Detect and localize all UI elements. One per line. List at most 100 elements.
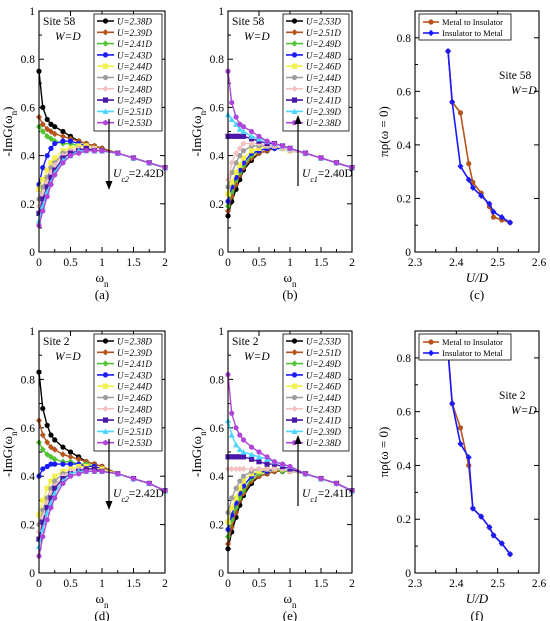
- data-point: [291, 97, 298, 103]
- data-point: [240, 473, 247, 479]
- data-point: [115, 471, 121, 477]
- data-point: [102, 52, 109, 58]
- x-tick-label: 2.3: [408, 578, 423, 590]
- data-point: [469, 505, 476, 512]
- data-point: [44, 439, 51, 446]
- data-point: [457, 110, 464, 116]
- legend-label: U=2.43D: [306, 84, 341, 94]
- legend-label: U=2.48D: [306, 370, 341, 380]
- y-axis-label: πρ(ω = 0): [376, 106, 391, 157]
- legend-label: U=2.39D: [117, 28, 152, 38]
- y-axis-label-group: πρ(ω = 0): [376, 427, 391, 478]
- data-point: [291, 417, 298, 423]
- data-point: [237, 432, 243, 438]
- data-point: [271, 459, 278, 465]
- data-point: [248, 133, 255, 139]
- series-line: [447, 51, 511, 224]
- data-point: [51, 130, 58, 138]
- data-point: [99, 148, 105, 154]
- data-point: [67, 153, 74, 159]
- data-point: [47, 128, 54, 135]
- data-point: [232, 441, 240, 448]
- data-point: [291, 349, 298, 356]
- data-point: [333, 160, 340, 166]
- legend-label: U=2.44D: [117, 62, 152, 72]
- data-point: [237, 478, 243, 484]
- panel-subtitle: W=D: [244, 351, 270, 363]
- x-tick-label: 2.3: [408, 257, 423, 269]
- y-tick-label: 0.2: [210, 520, 225, 532]
- data-point: [236, 465, 243, 473]
- x-tick-label: 2.5: [490, 257, 505, 269]
- y-tick-label: 0.4: [210, 471, 225, 483]
- data-point: [102, 29, 109, 36]
- data-point: [48, 181, 54, 188]
- y-tick-label: 0.6: [21, 102, 36, 114]
- data-point: [240, 140, 247, 147]
- panel-caption: (f): [471, 608, 484, 621]
- x-tick-label: 1.5: [314, 578, 329, 590]
- data-point: [39, 121, 46, 128]
- x-tick-label: 1.5: [126, 257, 141, 269]
- legend-label: U=2.46D: [306, 62, 341, 72]
- data-point: [44, 463, 50, 470]
- data-point: [264, 465, 271, 473]
- series-line: [447, 51, 511, 224]
- data-point: [457, 163, 464, 170]
- data-point: [228, 116, 235, 123]
- legend-label: U=2.53D: [117, 118, 152, 128]
- data-point: [102, 18, 109, 24]
- data-point: [240, 478, 247, 484]
- data-point: [102, 349, 109, 356]
- data-point: [44, 133, 51, 140]
- data-point: [457, 440, 464, 448]
- data-point: [256, 465, 262, 473]
- x-axis-label: ωn: [283, 270, 297, 289]
- data-point: [291, 360, 298, 367]
- critical-u-label: Uc1=2.40D: [302, 168, 353, 184]
- data-point: [291, 74, 298, 81]
- x-tick-label: 2.6: [532, 578, 547, 590]
- y-axis-label-group: -ImG(ωn): [189, 427, 208, 477]
- plot-frame: [38, 330, 166, 574]
- data-point: [466, 161, 472, 167]
- y-tick-label: 0.2: [397, 514, 412, 526]
- data-point: [240, 155, 247, 161]
- arrow-head: [105, 181, 113, 190]
- y-tick-label: 0.8: [21, 374, 36, 386]
- data-point: [52, 485, 58, 491]
- legend-label: U=2.43D: [117, 50, 152, 60]
- data-point: [48, 432, 54, 438]
- data-point: [236, 145, 243, 152]
- data-point: [67, 449, 74, 455]
- panel-a: 0 0.5 1 1.5 200.20.40.60.81ωn-ImG(ωn)(a)Site…: [0, 6, 168, 302]
- data-point: [40, 196, 46, 202]
- legend-label: U=2.49D: [306, 359, 341, 369]
- data-point: [256, 133, 262, 139]
- legend-label: Metal to Insulator: [442, 337, 503, 347]
- data-point: [60, 128, 66, 135]
- data-point: [40, 208, 46, 214]
- data-point: [248, 444, 255, 450]
- data-point: [428, 349, 434, 357]
- critical-u-label: Uc2=2.42D: [113, 168, 164, 184]
- data-point: [507, 550, 514, 558]
- x-tick-label: 0: [36, 578, 42, 590]
- data-point: [248, 128, 255, 135]
- x-tick-label: 1: [287, 257, 293, 269]
- x-tick-label: 1: [99, 578, 105, 590]
- data-point: [287, 463, 293, 470]
- data-point: [102, 120, 109, 126]
- y-axis-label-group: -ImG(ωn): [0, 427, 19, 477]
- data-point: [102, 97, 109, 103]
- panel-subtitle: W=D: [511, 405, 537, 417]
- legend-label: U=2.38D: [117, 337, 152, 347]
- arrow-head: [105, 501, 113, 510]
- data-point: [240, 128, 247, 135]
- x-tick-label: 1: [99, 257, 105, 269]
- data-point: [449, 98, 456, 106]
- data-point: [291, 405, 298, 412]
- data-point: [48, 478, 54, 484]
- y-tick-label: 0.8: [21, 54, 36, 66]
- data-point: [229, 179, 235, 185]
